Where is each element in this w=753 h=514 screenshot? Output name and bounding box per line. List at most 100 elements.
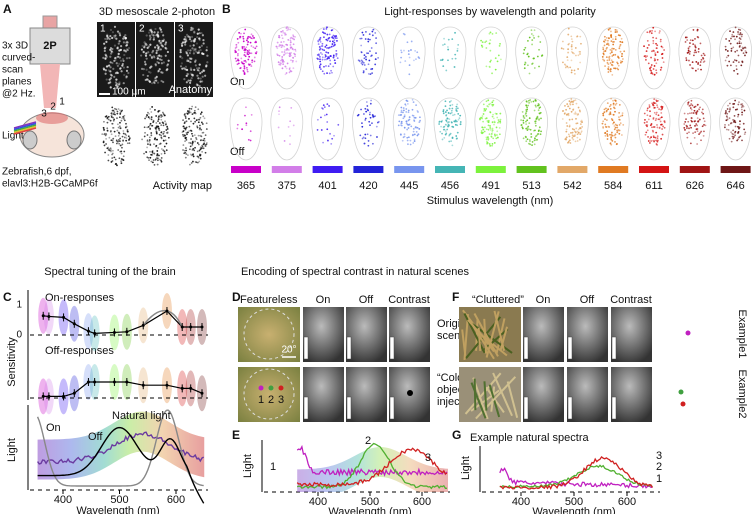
leaf <box>499 326 509 352</box>
response-dot <box>371 115 374 118</box>
response-dot <box>701 108 704 111</box>
activity <box>196 161 199 164</box>
response-dot <box>653 57 656 60</box>
response-dot <box>563 112 566 115</box>
response-dot <box>492 113 494 116</box>
response-dot <box>725 128 728 131</box>
texture <box>118 62 121 65</box>
response-dot <box>403 109 405 112</box>
texture <box>104 46 107 49</box>
texture <box>109 70 112 73</box>
label: 500 <box>565 496 583 508</box>
response-dot <box>581 121 583 124</box>
curve <box>229 97 263 161</box>
texture <box>185 39 188 43</box>
leaf <box>468 319 495 360</box>
response-dot <box>572 103 574 106</box>
response-dot <box>620 134 623 136</box>
response-dot <box>481 126 484 129</box>
response-dot <box>526 138 529 141</box>
response-dot <box>321 70 324 73</box>
response-dot <box>618 129 621 132</box>
texture <box>180 42 183 45</box>
response-dot <box>495 112 498 115</box>
response-dot <box>656 126 659 129</box>
response-dot <box>327 51 330 54</box>
response-dot <box>613 134 616 137</box>
texture <box>146 46 149 49</box>
texture <box>188 57 192 60</box>
response-dot <box>576 133 579 136</box>
activity <box>157 125 160 128</box>
label: Example1 <box>736 310 748 359</box>
response-dot <box>485 47 488 49</box>
texture <box>160 39 164 42</box>
response-dot <box>375 52 377 55</box>
response-dot <box>702 117 705 120</box>
activity <box>151 106 154 108</box>
response-dot <box>333 59 336 62</box>
response-dot <box>576 122 579 125</box>
texture <box>140 67 144 70</box>
activity <box>109 130 112 133</box>
activity <box>156 150 159 152</box>
activity <box>116 140 119 143</box>
response-dot <box>247 58 250 61</box>
response-dot <box>325 44 328 47</box>
response-dot <box>535 118 538 120</box>
response-dot <box>494 68 497 71</box>
response-dot <box>499 42 501 45</box>
response-dot <box>289 53 292 56</box>
texture <box>166 50 170 54</box>
response-dot <box>526 106 529 109</box>
activity <box>162 122 165 125</box>
activity <box>163 130 165 133</box>
texture <box>125 48 129 51</box>
activity <box>187 131 189 134</box>
response-dot <box>651 50 653 53</box>
response-dot <box>405 120 408 123</box>
response-dot <box>249 36 251 38</box>
texture <box>184 38 187 41</box>
response-dot <box>286 48 289 51</box>
response-dot <box>236 123 239 126</box>
texture <box>115 82 119 85</box>
response-dot <box>528 117 531 120</box>
response-dot <box>538 48 540 51</box>
response-dot <box>655 62 658 65</box>
texture <box>194 47 197 50</box>
texture <box>144 53 147 56</box>
activity <box>155 122 158 124</box>
texture <box>102 56 105 59</box>
activity <box>160 124 163 127</box>
activity <box>155 132 158 135</box>
activity <box>154 158 157 161</box>
activity <box>106 117 109 119</box>
response-dot <box>285 43 288 46</box>
response-dot <box>527 39 529 42</box>
response-dot <box>408 64 411 67</box>
response-dot <box>400 106 403 109</box>
activity <box>155 130 158 133</box>
point <box>86 329 90 333</box>
response-dot <box>447 48 450 51</box>
response-dot <box>729 64 732 67</box>
curve <box>515 97 548 161</box>
response-dot <box>442 109 445 111</box>
texture <box>143 41 146 44</box>
response-dot <box>745 51 748 54</box>
curve <box>719 97 752 161</box>
response-dot <box>407 111 410 114</box>
texture <box>186 54 190 57</box>
response-dot <box>528 72 531 75</box>
activity <box>204 145 207 148</box>
response-dot <box>602 120 605 123</box>
activity <box>164 120 166 123</box>
activity <box>185 153 188 155</box>
response-dot <box>696 103 699 106</box>
response-dot <box>702 57 705 60</box>
swatch <box>271 166 302 173</box>
response-dot <box>483 126 486 129</box>
activity <box>119 109 121 112</box>
response-dot <box>532 34 535 37</box>
